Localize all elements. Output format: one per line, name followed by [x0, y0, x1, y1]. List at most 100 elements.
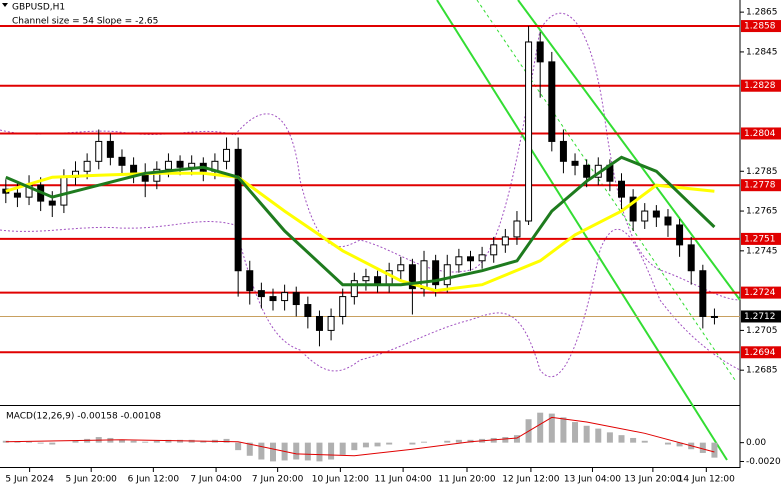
- level-tag: [741, 79, 781, 92]
- macd-bar: [630, 437, 637, 443]
- candle-body: [95, 140, 103, 162]
- candle-body: [350, 280, 358, 298]
- macd-bar: [316, 442, 323, 462]
- x-tick-label: 5 Jun 20:00: [65, 475, 117, 485]
- y-tick-label: -0.00201: [746, 457, 781, 467]
- macd-bar: [711, 442, 718, 458]
- candle-body: [130, 164, 138, 174]
- macd-bar: [26, 441, 33, 443]
- candle-body: [478, 254, 486, 262]
- level-label: 1.2828: [744, 81, 776, 91]
- candle-body: [432, 260, 440, 286]
- x-tick-label: 13 Jun 04:00: [564, 475, 621, 485]
- y-tick-label: 1.2845: [746, 47, 778, 57]
- candle-body: [664, 216, 672, 226]
- chart-subtitle: Channel size = 54 Slope = -2.65: [12, 17, 158, 27]
- level-tag: [741, 179, 781, 192]
- candle-body: [710, 315, 718, 318]
- macd-bar: [142, 441, 149, 443]
- level-label: 1.2694: [744, 348, 776, 358]
- candle-body: [153, 168, 161, 182]
- macd-bar: [235, 442, 242, 451]
- macd-bar: [502, 437, 509, 443]
- x-tick-label: 5 Jun 2024: [5, 475, 54, 485]
- candle-body: [571, 160, 579, 166]
- macd-bar: [258, 442, 265, 460]
- macd-bar: [444, 440, 451, 443]
- x-tick-label: 11 Jun 04:00: [375, 475, 432, 485]
- x-tick-label: 11 Jun 20:00: [438, 475, 495, 485]
- candle-body: [234, 148, 242, 272]
- candle-body: [513, 220, 521, 238]
- candle-body: [501, 236, 509, 246]
- current-price-tag: [741, 310, 781, 323]
- macd-bar: [37, 442, 44, 444]
- macd-bar: [118, 439, 125, 443]
- level-label: 1.2724: [744, 288, 776, 298]
- candle-body: [583, 164, 591, 178]
- x-tick-label: 13 Jun 20:00: [624, 475, 681, 485]
- y-tick-label: 1.2745: [746, 246, 778, 256]
- candle-body: [292, 292, 300, 306]
- candle-body: [13, 192, 21, 198]
- y-tick-label: 1.2765: [746, 207, 778, 217]
- macd-title: MACD(12,26,9) -0.00158 -0.00108: [6, 412, 161, 422]
- candle-body: [443, 264, 451, 286]
- x-tick-label: 7 Jun 04:00: [190, 475, 242, 485]
- y-tick-label: 0.00: [746, 438, 766, 448]
- macd-bar: [153, 440, 160, 443]
- x-tick-label: 12 Jun 12:00: [502, 475, 559, 485]
- macd-bar: [328, 442, 335, 460]
- x-tick-label: 10 Jun 12:00: [312, 475, 369, 485]
- x-tick-label: 14 Jun 12:00: [678, 475, 735, 485]
- macd-bar: [246, 442, 253, 456]
- level-label: 1.2751: [744, 234, 776, 244]
- macd-bar: [200, 440, 207, 443]
- level-label: 1.2778: [744, 181, 776, 191]
- y-tick-label: 1.2865: [746, 8, 778, 18]
- candle-body: [281, 292, 289, 302]
- candle-body: [525, 41, 533, 222]
- level-tag: [741, 346, 781, 359]
- macd-bar: [49, 442, 56, 445]
- macd-bar: [606, 432, 613, 443]
- candle-body: [687, 244, 695, 272]
- macd-bar: [560, 417, 567, 443]
- signal-line: [5, 416, 715, 457]
- menu-arrow: [2, 3, 8, 7]
- macd-bar: [664, 442, 671, 445]
- chart-title: GBPUSD,H1: [12, 3, 65, 13]
- channel-midline: [476, 0, 736, 381]
- y-tick-label: 1.2705: [746, 326, 778, 336]
- candle-body: [699, 270, 707, 317]
- candle-body: [327, 315, 335, 331]
- moving-average: [5, 171, 715, 293]
- candle-body: [60, 176, 68, 206]
- level-tag: [741, 232, 781, 245]
- band-lower: [0, 221, 741, 378]
- macd-bar: [14, 441, 21, 443]
- candle-body: [48, 200, 56, 206]
- macd-bar: [699, 442, 706, 453]
- level-label: 1.2804: [744, 129, 776, 139]
- candle-body: [83, 160, 91, 172]
- macd-bar: [455, 439, 462, 443]
- macd-bar: [641, 440, 648, 443]
- candle-body: [257, 290, 265, 298]
- macd-bar: [72, 440, 79, 443]
- macd-bar: [386, 442, 393, 445]
- level-tag: [741, 127, 781, 140]
- candle-body: [548, 61, 556, 142]
- macd-bar: [409, 442, 416, 445]
- macd-bar: [269, 442, 276, 462]
- candle-body: [315, 315, 323, 331]
- candle-body: [618, 180, 626, 198]
- macd-bar: [583, 425, 590, 443]
- macd-bar: [223, 438, 230, 443]
- macd-bar: [351, 442, 358, 451]
- macd-bar: [548, 413, 555, 443]
- macd-bar: [362, 442, 369, 448]
- candle-body: [223, 148, 231, 162]
